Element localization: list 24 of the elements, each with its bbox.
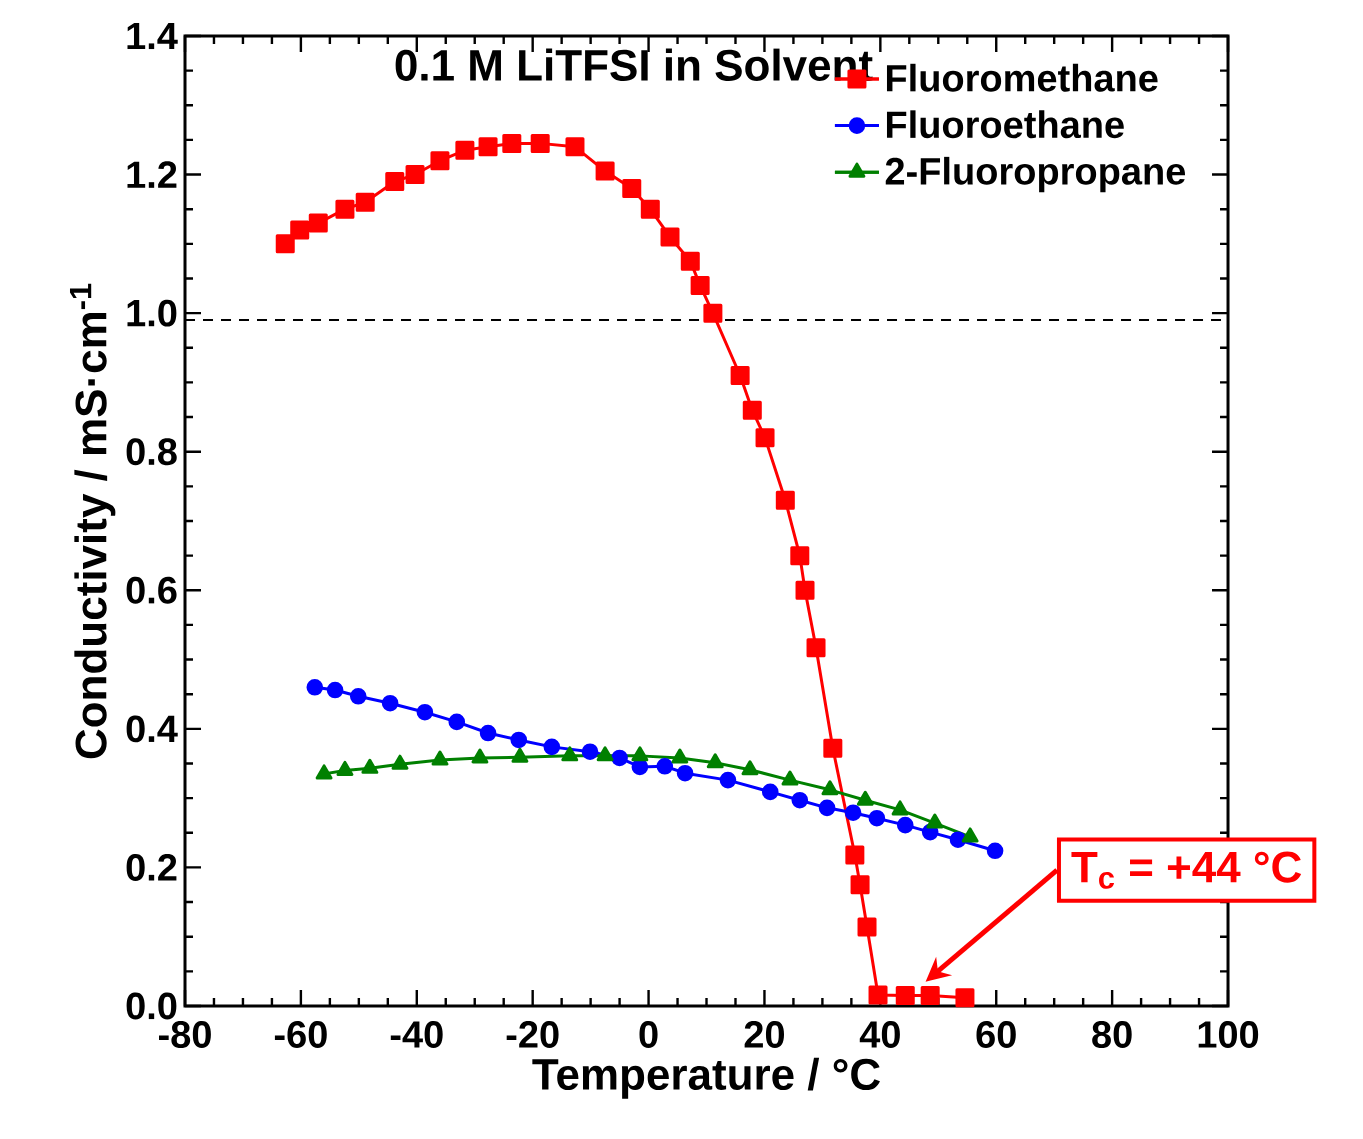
legend-label: 2-Fluoropropane <box>885 156 1186 193</box>
y-tick-label: 0.0 <box>126 992 177 1020</box>
x-tick-label: -80 <box>159 1021 211 1048</box>
x-axis-title: Temperature / °C <box>532 1057 880 1099</box>
annotation: T$_{c}$ = +44 °C <box>1071 851 1302 889</box>
x-tick-label: 20 <box>744 1021 785 1048</box>
x-tick-label: 80 <box>1092 1021 1132 1048</box>
x-tick-label: 0 <box>639 1021 658 1048</box>
y-axis-title: Conductivity / mS·cm$^{-1}$ <box>69 283 116 759</box>
legend-label: Fluoromethane <box>886 63 1158 92</box>
x-tick-label: 100 <box>1198 1021 1259 1048</box>
y-tick-label: 0.6 <box>126 576 177 604</box>
x-tick-label: -40 <box>390 1021 443 1048</box>
x-tick-label: 60 <box>976 1021 1016 1048</box>
x-tick-label: 40 <box>859 1021 900 1048</box>
y-tick-label: 0.8 <box>126 438 177 466</box>
x-tick-label: -60 <box>274 1021 327 1048</box>
y-tick-label: 1.2 <box>127 161 177 188</box>
legend-label: Fluoroethane <box>886 110 1124 139</box>
y-tick-label: 0.4 <box>126 715 178 743</box>
y-tick-label: 1.0 <box>127 299 177 327</box>
y-tick-label: 1.4 <box>127 22 178 50</box>
y-tick-label: 0.2 <box>126 853 177 881</box>
x-tick-label: -20 <box>506 1021 559 1048</box>
